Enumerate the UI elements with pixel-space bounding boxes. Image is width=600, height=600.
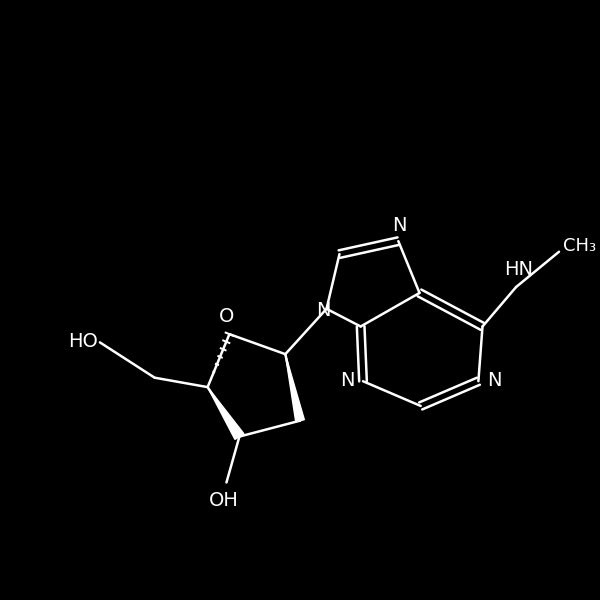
Text: HN: HN (505, 260, 533, 279)
Polygon shape (286, 354, 304, 422)
Text: CH₃: CH₃ (563, 237, 596, 255)
Text: N: N (316, 301, 331, 320)
Polygon shape (208, 387, 244, 439)
Text: N: N (340, 371, 355, 389)
Text: OH: OH (209, 491, 238, 509)
Text: HO: HO (68, 332, 98, 351)
Text: N: N (487, 371, 502, 389)
Text: O: O (219, 307, 234, 326)
Text: N: N (392, 216, 407, 235)
